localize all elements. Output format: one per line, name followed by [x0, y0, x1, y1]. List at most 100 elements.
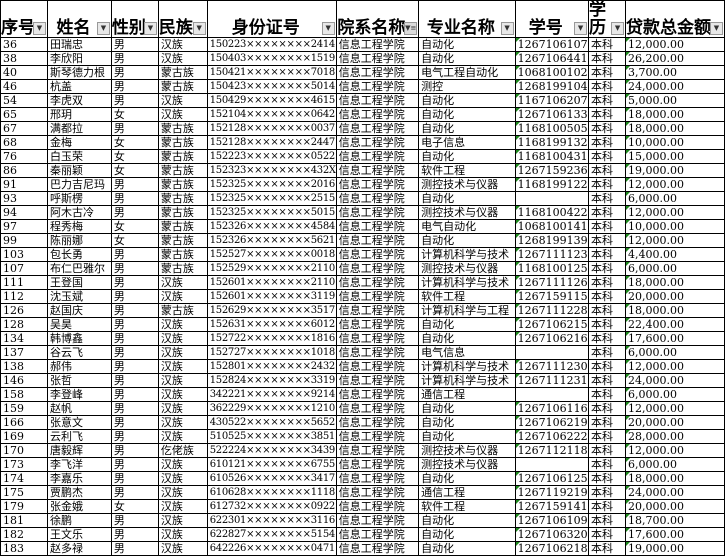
- cell-major[interactable]: 计算机科学与技术: [418, 247, 516, 262]
- cell-loan-amount[interactable]: 18,000.00: [625, 107, 725, 122]
- cell-loan-amount[interactable]: 20,000.00: [625, 415, 725, 430]
- filter-dropdown-icon[interactable]: ▼: [192, 22, 206, 35]
- cell-id-number[interactable]: 152128××××××××0037: [206, 121, 337, 136]
- cell-loan-amount[interactable]: 24,000.00: [625, 485, 725, 500]
- cell-loan-amount[interactable]: 19,000.00: [625, 541, 725, 556]
- cell-seq[interactable]: 173: [0, 457, 48, 472]
- cell-student-id[interactable]: 1068100102: [514, 65, 590, 80]
- cell-seq[interactable]: 68: [0, 135, 48, 150]
- cell-department[interactable]: 信息工程学院: [335, 289, 420, 304]
- cell-major[interactable]: 自动化: [418, 541, 516, 556]
- cell-department[interactable]: 信息工程学院: [335, 247, 420, 262]
- cell-gender[interactable]: 男: [110, 471, 159, 486]
- cell-education[interactable]: 本科: [588, 177, 627, 192]
- cell-id-number[interactable]: 152326××××××××5621: [206, 233, 337, 248]
- cell-id-number[interactable]: 152128××××××××2447: [206, 135, 337, 150]
- cell-department[interactable]: 信息工程学院: [335, 471, 420, 486]
- cell-loan-amount[interactable]: 6,000.00: [625, 345, 725, 360]
- cell-name[interactable]: 李虎双: [47, 93, 112, 108]
- cell-loan-amount[interactable]: 20,000.00: [625, 289, 725, 304]
- cell-education[interactable]: 本科: [588, 219, 627, 234]
- cell-loan-amount[interactable]: 24,000.00: [625, 373, 725, 388]
- cell-name[interactable]: 吴昊: [47, 317, 112, 332]
- filter-dropdown-icon[interactable]: ▼: [33, 22, 46, 35]
- cell-id-number[interactable]: 152325××××××××2515: [206, 191, 337, 206]
- cell-department[interactable]: 信息工程学院: [335, 79, 420, 94]
- cell-education[interactable]: 本科: [588, 149, 627, 164]
- cell-ethnicity[interactable]: 汉族: [157, 317, 208, 332]
- cell-id-number[interactable]: 152722××××××××1816: [206, 331, 337, 346]
- cell-student-id[interactable]: 1267159115: [514, 289, 590, 304]
- cell-gender[interactable]: 男: [110, 121, 159, 136]
- cell-seq[interactable]: 65: [0, 107, 48, 122]
- cell-gender[interactable]: 男: [110, 289, 159, 304]
- cell-loan-amount[interactable]: 24,000.00: [625, 79, 725, 94]
- cell-id-number[interactable]: 150423××××××××5014: [206, 79, 337, 94]
- cell-name[interactable]: 张意文: [47, 415, 112, 430]
- cell-student-id[interactable]: 1267106109: [514, 513, 590, 528]
- cell-department[interactable]: 信息工程学院: [335, 37, 420, 52]
- cell-student-id[interactable]: 1267111126: [514, 275, 590, 290]
- cell-id-number[interactable]: 152326××××××××4584: [206, 219, 337, 234]
- cell-ethnicity[interactable]: 汉族: [157, 289, 208, 304]
- cell-loan-amount[interactable]: 19,000.00: [625, 163, 725, 178]
- cell-student-id[interactable]: 1267106133: [514, 107, 590, 122]
- cell-student-id[interactable]: 1168100505: [514, 121, 590, 136]
- cell-student-id[interactable]: 1168100422: [514, 205, 590, 220]
- cell-seq[interactable]: 159: [0, 401, 48, 416]
- cell-name[interactable]: 满都拉: [47, 121, 112, 136]
- cell-gender[interactable]: 男: [110, 93, 159, 108]
- cell-education[interactable]: 本科: [588, 205, 627, 220]
- cell-department[interactable]: 信息工程学院: [335, 149, 420, 164]
- cell-student-id[interactable]: 1267119219: [514, 485, 590, 500]
- cell-department[interactable]: 信息工程学院: [335, 163, 420, 178]
- cell-id-number[interactable]: 510525××××××××3851: [206, 429, 337, 444]
- cell-department[interactable]: 信息工程学院: [335, 541, 420, 556]
- cell-education[interactable]: 本科: [588, 499, 627, 514]
- cell-ethnicity[interactable]: 汉族: [157, 373, 208, 388]
- cell-id-number[interactable]: 152601××××××××3119: [206, 289, 337, 304]
- cell-student-id[interactable]: [514, 345, 590, 360]
- cell-major[interactable]: 软件工程: [418, 499, 516, 514]
- cell-id-number[interactable]: 642226××××××××0471: [206, 541, 337, 556]
- cell-loan-amount[interactable]: 18,000.00: [625, 275, 725, 290]
- cell-name[interactable]: 沈玉斌: [47, 289, 112, 304]
- cell-ethnicity[interactable]: 蒙古族: [157, 121, 208, 136]
- cell-loan-amount[interactable]: 18,000.00: [625, 303, 725, 318]
- cell-name[interactable]: 白玉荣: [47, 149, 112, 164]
- cell-gender[interactable]: 女: [110, 233, 159, 248]
- cell-name[interactable]: 张哲: [47, 373, 112, 388]
- cell-ethnicity[interactable]: 蒙古族: [157, 149, 208, 164]
- cell-student-id[interactable]: 1268199139: [514, 233, 590, 248]
- cell-student-id[interactable]: 1267111230: [514, 359, 590, 374]
- cell-major[interactable]: 测控: [418, 79, 516, 94]
- cell-seq[interactable]: 169: [0, 429, 48, 444]
- cell-ethnicity[interactable]: 蒙古族: [157, 79, 208, 94]
- cell-loan-amount[interactable]: 12,000.00: [625, 205, 725, 220]
- cell-name[interactable]: 邢玥: [47, 107, 112, 122]
- cell-department[interactable]: 信息工程学院: [335, 457, 420, 472]
- cell-seq[interactable]: 38: [0, 51, 48, 66]
- cell-major[interactable]: 自动化: [418, 527, 516, 542]
- cell-name[interactable]: 云利飞: [47, 429, 112, 444]
- cell-student-id[interactable]: [514, 191, 590, 206]
- cell-student-id[interactable]: 1267106215: [514, 317, 590, 332]
- cell-loan-amount[interactable]: 17,600.00: [625, 527, 725, 542]
- cell-seq[interactable]: 112: [0, 289, 48, 304]
- cell-name[interactable]: 赵帆: [47, 401, 112, 416]
- cell-education[interactable]: 本科: [588, 261, 627, 276]
- cell-seq[interactable]: 107: [0, 261, 48, 276]
- cell-id-number[interactable]: 522224××××××××3439: [206, 443, 337, 458]
- cell-ethnicity[interactable]: 蒙古族: [157, 247, 208, 262]
- cell-id-number[interactable]: 152527××××××××0018: [206, 247, 337, 262]
- cell-loan-amount[interactable]: 18,700.00: [625, 513, 725, 528]
- cell-major[interactable]: 计算机科学与工程: [418, 303, 516, 318]
- cell-loan-amount[interactable]: 12,000.00: [625, 443, 725, 458]
- cell-seq[interactable]: 182: [0, 527, 48, 542]
- cell-name[interactable]: 李嘉乐: [47, 471, 112, 486]
- cell-loan-amount[interactable]: 12,000.00: [625, 233, 725, 248]
- cell-education[interactable]: 本科: [588, 289, 627, 304]
- cell-education[interactable]: 本科: [588, 303, 627, 318]
- cell-seq[interactable]: 103: [0, 247, 48, 262]
- cell-loan-amount[interactable]: 26,200.00: [625, 51, 725, 66]
